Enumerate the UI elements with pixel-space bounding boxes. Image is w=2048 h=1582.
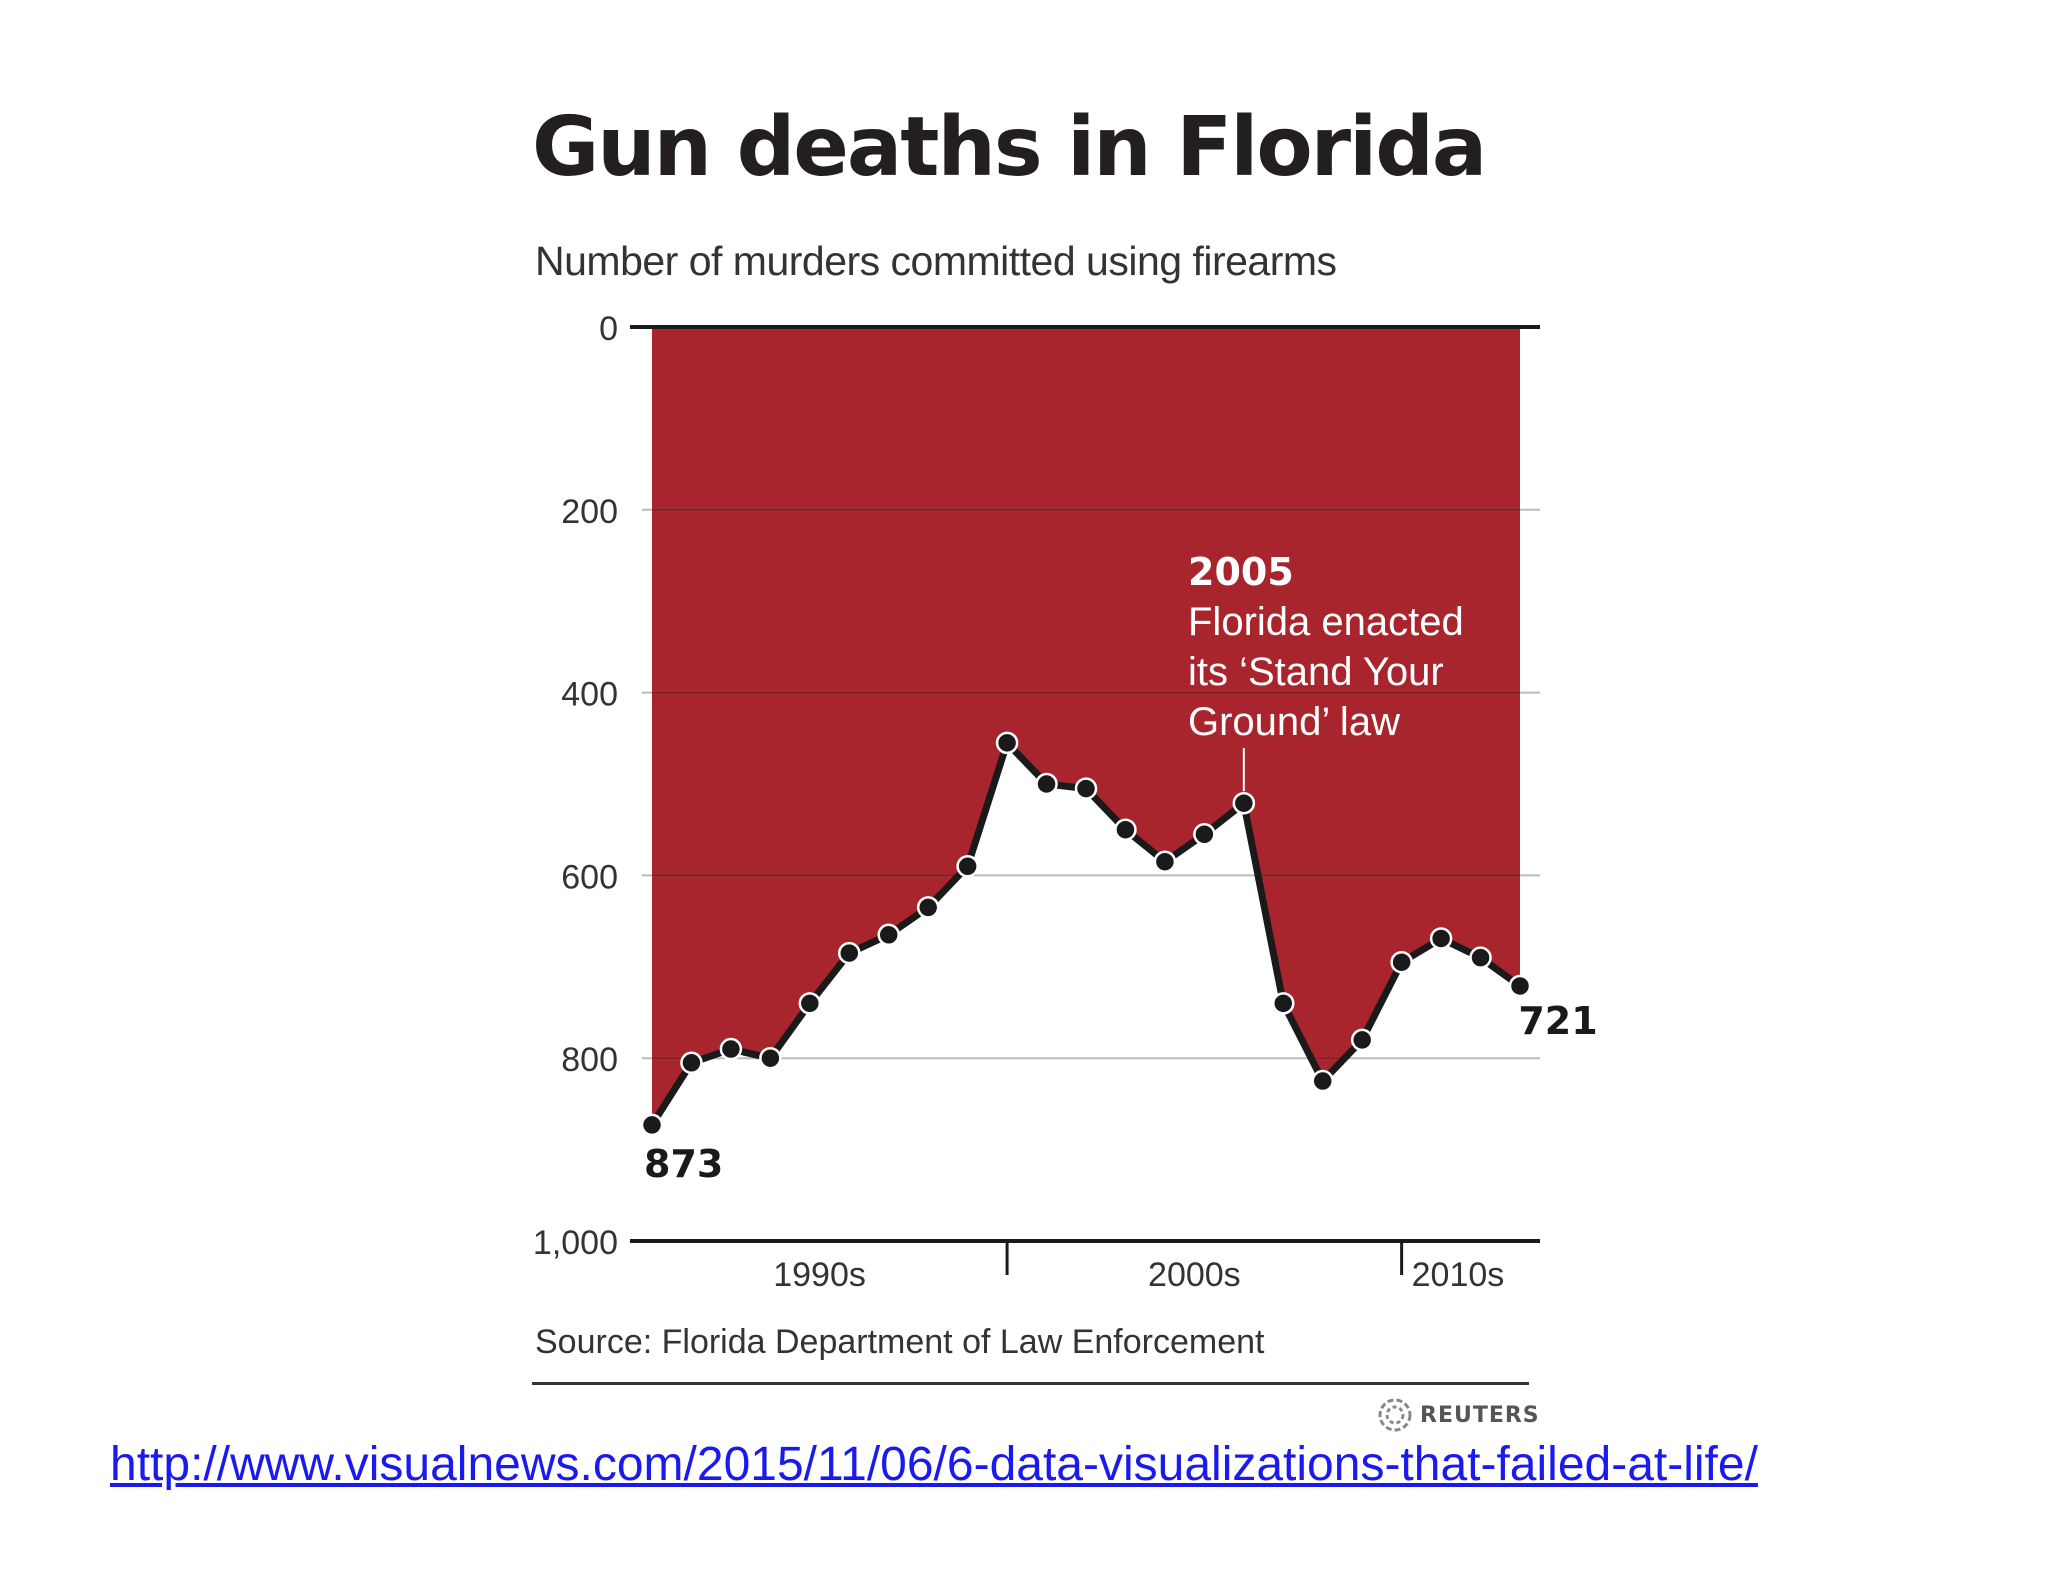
data-point: [1153, 850, 1177, 873]
y-tick-label: 1,000: [533, 1224, 618, 1262]
y-tick-label: 800: [561, 1041, 618, 1079]
data-label: 873: [644, 1142, 723, 1186]
data-point: [1390, 950, 1413, 974]
data-point: [956, 855, 979, 878]
data-point: [759, 1046, 782, 1070]
data-point: [1074, 777, 1098, 800]
source-link[interactable]: http://www.visualnews.com/2015/11/06/6-d…: [110, 1438, 1758, 1491]
data-point: [640, 1113, 664, 1137]
data-point: [838, 941, 861, 965]
data-point: [1193, 823, 1216, 846]
y-tick-label: 0: [599, 310, 618, 348]
series-line: [649, 739, 1523, 1127]
annotation-year: 2005: [1188, 550, 1294, 594]
data-point: [719, 1037, 743, 1061]
chart-subtitle: Number of murders committed using firear…: [535, 238, 1337, 284]
annotation-line: its ‘Stand Your: [1188, 650, 1444, 694]
data-point: [1232, 791, 1256, 815]
annotation-line: Florida enacted: [1188, 600, 1464, 644]
y-tick-label: 600: [561, 858, 618, 896]
data-point: [1350, 1028, 1374, 1052]
data-point: [1508, 974, 1532, 998]
annotation-line: Ground’ law: [1188, 700, 1400, 744]
data-point: [1114, 818, 1137, 841]
data-point: [1311, 1069, 1334, 1093]
data-point: [1035, 772, 1058, 796]
data-point: [916, 896, 940, 919]
publisher-credit: REUTERS: [1378, 1395, 1540, 1435]
footer-divider: [532, 1382, 1529, 1385]
x-group-label: 2010s: [1412, 1256, 1505, 1294]
x-group-label: 2000s: [1148, 1256, 1241, 1294]
y-tick-label: 400: [561, 676, 618, 714]
y-tick-label: 200: [561, 493, 618, 531]
data-point: [1469, 946, 1492, 969]
chart-title: Gun deaths in Florida: [532, 100, 1487, 195]
area-fill: [652, 327, 1520, 1125]
data-label: 721: [1518, 999, 1597, 1043]
data-point: [877, 923, 900, 947]
data-point: [680, 1051, 703, 1075]
data-point: [1429, 927, 1453, 950]
data-point: [995, 731, 1019, 755]
reuters-logo-icon: [1378, 1398, 1412, 1432]
x-group-label: 1990s: [773, 1256, 866, 1294]
publisher-name: REUTERS: [1420, 1402, 1540, 1428]
chart-source: Source: Florida Department of Law Enforc…: [535, 1323, 1265, 1361]
data-point: [798, 992, 822, 1015]
data-point: [1272, 992, 1295, 1015]
